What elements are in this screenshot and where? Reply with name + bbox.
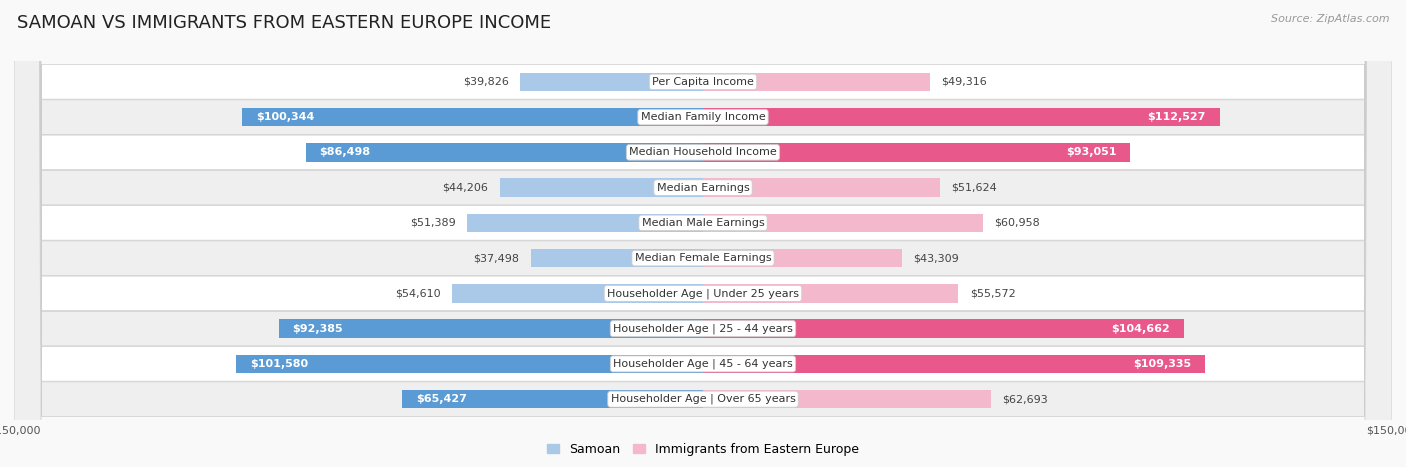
Bar xyxy=(703,284,959,303)
Bar xyxy=(278,319,703,338)
Text: $93,051: $93,051 xyxy=(1066,148,1116,157)
Text: $51,624: $51,624 xyxy=(952,183,997,192)
FancyBboxPatch shape xyxy=(14,0,1392,467)
Bar xyxy=(703,73,929,91)
Bar xyxy=(703,108,1220,126)
Text: $49,316: $49,316 xyxy=(941,77,987,87)
FancyBboxPatch shape xyxy=(14,0,1392,467)
Text: $39,826: $39,826 xyxy=(463,77,509,87)
Text: Median Family Income: Median Family Income xyxy=(641,112,765,122)
FancyBboxPatch shape xyxy=(14,0,1392,467)
Bar xyxy=(467,214,703,232)
Text: $51,389: $51,389 xyxy=(409,218,456,228)
Legend: Samoan, Immigrants from Eastern Europe: Samoan, Immigrants from Eastern Europe xyxy=(541,438,865,461)
Bar xyxy=(501,178,703,197)
Bar xyxy=(703,143,1130,162)
Bar xyxy=(236,355,703,373)
Bar xyxy=(305,143,703,162)
Text: $44,206: $44,206 xyxy=(443,183,488,192)
FancyBboxPatch shape xyxy=(14,0,1392,467)
Text: SAMOAN VS IMMIGRANTS FROM EASTERN EUROPE INCOME: SAMOAN VS IMMIGRANTS FROM EASTERN EUROPE… xyxy=(17,14,551,32)
FancyBboxPatch shape xyxy=(14,0,1392,467)
Text: $92,385: $92,385 xyxy=(292,324,343,333)
Text: Per Capita Income: Per Capita Income xyxy=(652,77,754,87)
Text: $104,662: $104,662 xyxy=(1111,324,1170,333)
FancyBboxPatch shape xyxy=(14,0,1392,467)
Text: Median Earnings: Median Earnings xyxy=(657,183,749,192)
Bar xyxy=(520,73,703,91)
Bar xyxy=(402,390,703,408)
Text: $43,309: $43,309 xyxy=(914,253,959,263)
Bar xyxy=(242,108,703,126)
Text: Median Male Earnings: Median Male Earnings xyxy=(641,218,765,228)
Bar xyxy=(703,355,1205,373)
FancyBboxPatch shape xyxy=(14,0,1392,467)
Text: $101,580: $101,580 xyxy=(250,359,308,369)
FancyBboxPatch shape xyxy=(14,0,1392,467)
Text: Householder Age | 25 - 44 years: Householder Age | 25 - 44 years xyxy=(613,323,793,334)
Text: $65,427: $65,427 xyxy=(416,394,467,404)
Text: Median Female Earnings: Median Female Earnings xyxy=(634,253,772,263)
FancyBboxPatch shape xyxy=(14,0,1392,467)
Bar xyxy=(703,390,991,408)
Text: Householder Age | Over 65 years: Householder Age | Over 65 years xyxy=(610,394,796,404)
Bar xyxy=(703,249,901,267)
Text: $109,335: $109,335 xyxy=(1133,359,1191,369)
Text: Householder Age | 45 - 64 years: Householder Age | 45 - 64 years xyxy=(613,359,793,369)
Bar xyxy=(531,249,703,267)
Text: Median Household Income: Median Household Income xyxy=(628,148,778,157)
Text: $100,344: $100,344 xyxy=(256,112,315,122)
Text: $37,498: $37,498 xyxy=(474,253,519,263)
Text: Householder Age | Under 25 years: Householder Age | Under 25 years xyxy=(607,288,799,298)
Text: $60,958: $60,958 xyxy=(994,218,1040,228)
Bar xyxy=(703,214,983,232)
Text: $55,572: $55,572 xyxy=(970,289,1015,298)
FancyBboxPatch shape xyxy=(14,0,1392,467)
Text: Source: ZipAtlas.com: Source: ZipAtlas.com xyxy=(1271,14,1389,24)
Text: $112,527: $112,527 xyxy=(1147,112,1206,122)
Bar xyxy=(703,178,941,197)
Text: $62,693: $62,693 xyxy=(1002,394,1049,404)
Text: $54,610: $54,610 xyxy=(395,289,440,298)
Bar xyxy=(703,319,1184,338)
Text: $86,498: $86,498 xyxy=(319,148,371,157)
Bar xyxy=(453,284,703,303)
